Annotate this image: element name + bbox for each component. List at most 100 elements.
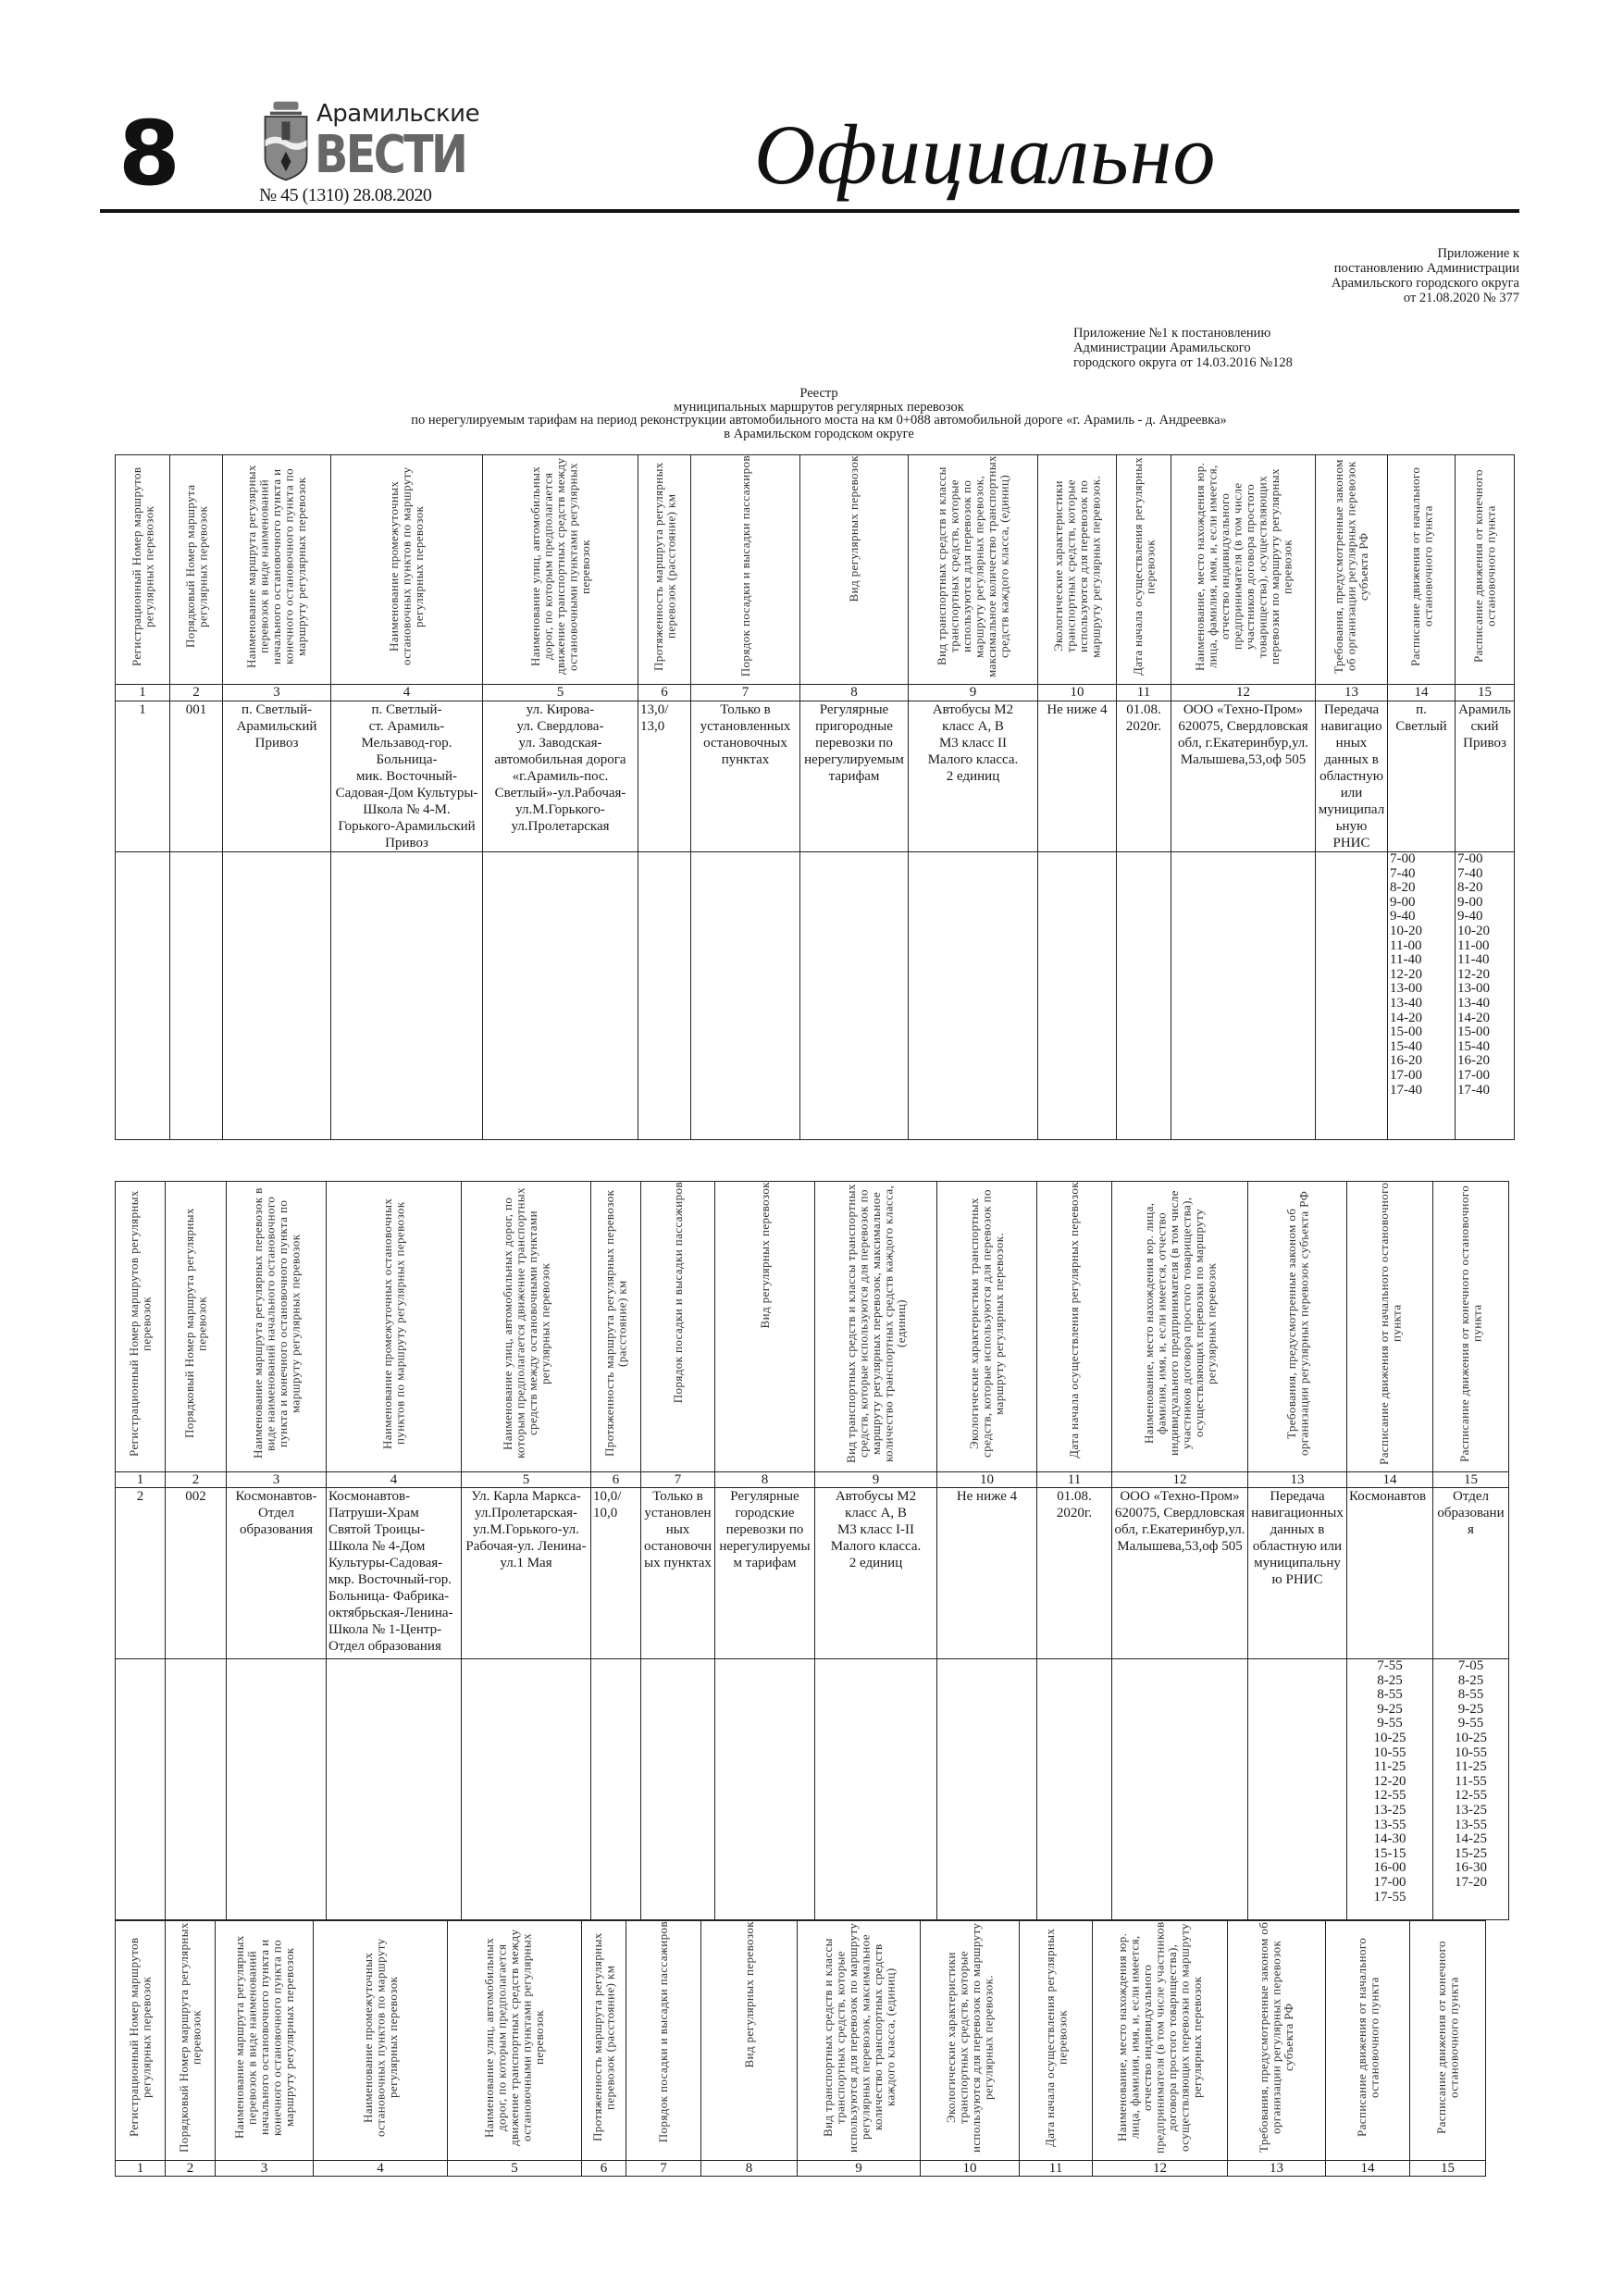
column-header-label: Наименование, место нахождения юр. лица,…: [1115, 1921, 1205, 2153]
column-header: Наименование промежуточных остановочных …: [326, 1181, 462, 1472]
column-number: 2: [165, 2160, 216, 2177]
table-cell: ул. Кирова- ул. Свердлова- ул. Заводская…: [482, 701, 638, 852]
column-header-label: Порядковый Номер маршрута регулярных пер…: [182, 1208, 209, 1439]
empty-cell: [1037, 851, 1117, 1140]
header-row: Регистрационный Номер маршрутов регулярн…: [115, 1920, 1486, 2161]
schedule-from-start: 7-55 8-25 8-55 9-25 9-55 10-25 10-55 11-…: [1346, 1658, 1433, 1920]
column-header: Порядковый Номер маршрута регулярных пер…: [165, 1920, 216, 2161]
table-cell: 10,0/ 10,0: [590, 1487, 641, 1659]
empty-cell: [1171, 851, 1316, 1140]
column-header: Протяженность маршрута регулярных перево…: [581, 1920, 626, 2161]
registry-title: Реестр муниципальных маршрутов регулярны…: [411, 386, 1227, 441]
column-header-label: Требования, предусмотренные законом об о…: [1257, 1921, 1296, 2153]
empty-cell: [330, 851, 483, 1140]
column-header: Порядковый Номер маршрута регулярных пер…: [169, 454, 223, 685]
column-header-label: Вид регулярных перевозок: [847, 455, 861, 602]
column-header-label: Расписание движения от конечного останов…: [1471, 469, 1498, 664]
column-header: Вид транспортных средств и классы трансп…: [908, 454, 1038, 685]
column-header: Протяженность маршрута регулярных перево…: [590, 1181, 641, 1472]
column-header: Вид регулярных перевозок: [700, 1920, 798, 2161]
column-header-label: Наименование, место нахождения юр. лица,…: [1192, 462, 1295, 671]
empty-cell: [222, 851, 331, 1140]
column-header: Наименование, место нахождения юр. лица,…: [1171, 454, 1316, 685]
column-header: Требования, предусмотренные законом об о…: [1315, 454, 1388, 685]
column-header-label: Порядковый Номер маршрута регулярных пер…: [177, 1922, 204, 2153]
column-number: 1: [115, 2160, 166, 2177]
table-cell: Отдел образования: [1432, 1487, 1509, 1659]
column-number: 7: [690, 684, 800, 701]
column-header-label: Регистрационный Номер маршрутов регулярн…: [127, 1937, 154, 2138]
column-header-label: Расписание движения от начального остано…: [1376, 1182, 1404, 1465]
table-cell: 13,0/ 13,0: [638, 701, 691, 852]
column-number: 8: [700, 2160, 798, 2177]
column-header: Вид транспортных средств и классы трансп…: [814, 1181, 937, 1472]
empty-cell: [1111, 1658, 1248, 1920]
column-header: Порядок посадки и высадки пассажиров: [626, 1920, 701, 2161]
column-number: 5: [482, 684, 638, 701]
column-number: 14: [1325, 2160, 1410, 2177]
empty-cell: [1116, 851, 1171, 1140]
column-number: 1: [115, 1471, 166, 1488]
column-header: Дата начала осуществления регулярных пер…: [1116, 454, 1171, 685]
column-header-label: Наименование улиц, автомобильных дорог, …: [527, 457, 592, 676]
column-header: Вид транспортных средств и классы трансп…: [797, 1920, 921, 2161]
column-header: Наименование промежуточных остановочных …: [330, 454, 483, 685]
column-number: 4: [330, 684, 483, 701]
column-number: 15: [1455, 684, 1515, 701]
table-cell: Передача навигационных данных в областну…: [1247, 1487, 1347, 1659]
empty-cell: [690, 851, 800, 1140]
column-number: 10: [936, 1471, 1037, 1488]
column-header: Наименование, место нахождения юр. лица,…: [1092, 1920, 1228, 2161]
column-number: 6: [590, 1471, 641, 1488]
registry-table: Регистрационный Номер маршрутов регулярн…: [115, 1920, 1486, 2177]
registry-table: Регистрационный Номер маршрутов регулярн…: [115, 1181, 1509, 1920]
table-cell: ООО «Техно-Пром» 620075, Свердловская об…: [1111, 1487, 1248, 1659]
column-header-label: Регистрационный Номер маршрутов регулярн…: [127, 1190, 154, 1457]
column-number: 5: [461, 1471, 591, 1488]
column-header: Дата начала осуществления регулярных пер…: [1019, 1920, 1093, 2161]
issue-info: № 45 (1310) 28.08.2020: [259, 185, 432, 205]
header-row: Регистрационный Номер маршрутов регулярн…: [115, 1181, 1509, 1472]
column-number: 8: [714, 1471, 815, 1488]
table-cell: п. Светлый- ст. Арамиль- Мельзавод-гор. …: [330, 701, 483, 852]
table-cell: ООО «Техно-Пром» 620075, Свердловская об…: [1171, 701, 1316, 852]
column-number: 10: [1037, 684, 1117, 701]
section-title: Официально: [754, 107, 1217, 202]
column-number: 8: [799, 684, 909, 701]
column-number: 12: [1092, 2160, 1228, 2177]
table-cell: 002: [165, 1487, 227, 1659]
column-header-label: Наименование улиц, автомобильных дорог, …: [482, 1929, 547, 2146]
table-cell: 01.08. 2020г.: [1116, 701, 1171, 852]
column-header: Наименование улиц, автомобильных дорог, …: [461, 1181, 591, 1472]
column-header-label: Вид транспортных средств и классы трансп…: [820, 1922, 898, 2153]
logo-line-2: ВЕСТИ: [315, 125, 468, 185]
table-cell: Регулярные городские перевозки по нерегу…: [714, 1487, 815, 1659]
column-number: 7: [626, 2160, 701, 2177]
appendix-note: Приложение к постановлению Администрации…: [1331, 246, 1519, 305]
empty-cell: [482, 851, 638, 1140]
table-row: 1 001 п. Светлый- Арамильский Привоз п. Све…: [115, 701, 1515, 852]
table-cell: Ул. Карла Маркса-ул.Пролетарская-ул.М.Го…: [461, 1487, 591, 1659]
column-header-label: Наименование маршрута регулярных перевоз…: [250, 1187, 303, 1459]
column-number: 12: [1171, 684, 1316, 701]
column-header-label: Расписание движения от начального остано…: [1407, 466, 1435, 666]
column-header: Наименование маршрута регулярных перевоз…: [215, 1920, 314, 2161]
column-number: 7: [640, 1471, 715, 1488]
column-header: Расписание движения от конечного останов…: [1432, 1181, 1509, 1472]
empty-cell: [169, 851, 223, 1140]
column-number: 2: [165, 1471, 227, 1488]
column-header-label: Требования, предусмотренные законом об о…: [1332, 459, 1371, 674]
column-header-label: Экологические характеристики транспортны…: [967, 1189, 1007, 1458]
column-header: Регистрационный Номер маршрутов регулярн…: [115, 1920, 166, 2161]
column-number: 11: [1036, 1471, 1112, 1488]
table-cell: Автобусы М2 класс А, В М3 класс II Малог…: [908, 701, 1038, 852]
column-header: Протяженность маршрута регулярных перево…: [638, 454, 691, 685]
table-cell: Космонавтов-Отдел образования: [226, 1487, 327, 1659]
table-cell: Арамильский Привоз: [1455, 701, 1515, 852]
table-cell: п. Светлый- Арамильский Привоз: [222, 701, 331, 852]
table-cell: Не ниже 4: [1037, 701, 1117, 852]
column-number-row: 1 2 3 4 5 6 7 8 9 10 11 12 13 14 15: [115, 2160, 1486, 2177]
column-header-label: Регистрационный Номер маршрутов регулярн…: [129, 466, 156, 666]
table-cell: Космонавтов-Патруши-Храм Святой Троицы-Ш…: [326, 1487, 462, 1659]
schedule-row: 7-00 7-40 8-20 9-00 9-40 10-20 11-00 11-…: [115, 851, 1515, 1140]
